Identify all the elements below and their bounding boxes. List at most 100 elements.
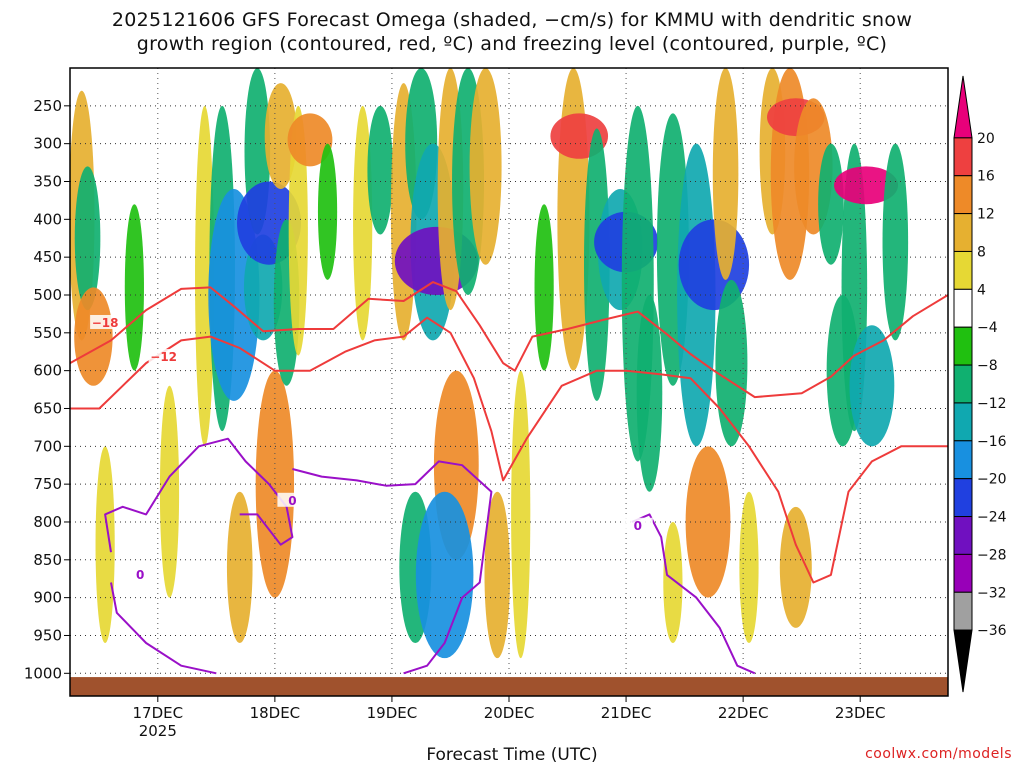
omega-cell-46: [715, 279, 748, 447]
colorbar-label-8: −16: [977, 434, 1007, 450]
freezing-label-2: 0: [634, 519, 642, 533]
dgz-label-1: −12: [150, 350, 177, 364]
dgz-contour-1: [70, 316, 948, 584]
colorbar-segment-8: [953, 402, 973, 442]
x-axis-label: Forecast Time (UTC): [426, 745, 598, 765]
colorbar-segment-6: [953, 326, 973, 366]
freezing-contour-0: [104, 437, 294, 553]
omega-cell-19: [353, 105, 373, 341]
credit-link[interactable]: coolwx.com/models: [865, 746, 1012, 762]
x-tick-label-18DEC: 18DEC: [250, 704, 301, 722]
omega-cell-32: [511, 370, 531, 659]
omega-cell-9: [226, 491, 253, 644]
freezing-contour-3: [110, 582, 217, 675]
x-tick-label-20DEC: 20DEC: [484, 704, 535, 722]
y-tick-label-400: 400: [33, 210, 62, 228]
omega-cell-58: [779, 506, 812, 628]
colorbar-segment-14: [953, 629, 973, 693]
colorbar-label-1: 16: [977, 169, 995, 185]
contour-lines: [70, 281, 948, 675]
colorbar-label-13: −36: [977, 623, 1007, 639]
chart-title-line-1: 2025121606 GFS Forecast Omega (shaded, −…: [111, 9, 913, 31]
omega-cell-3: [95, 446, 115, 644]
x-tick-label-21DEC: 21DEC: [601, 704, 652, 722]
freezing-label-bg-2: [622, 517, 653, 532]
freezing-label-0: 0: [136, 568, 144, 582]
omega-cell-2: [74, 287, 113, 386]
dgz-label-0: −18: [92, 316, 119, 330]
y-tick-label-850: 850: [33, 551, 62, 569]
dgz-label-bg-0: [90, 314, 121, 329]
y-tick-label-750: 750: [33, 475, 62, 493]
colorbar-segment-5: [953, 288, 973, 328]
omega-cell-1: [74, 166, 101, 311]
colorbar-label-6: −8: [977, 358, 998, 374]
y-tick-label-350: 350: [33, 172, 62, 190]
y-tick-label-950: 950: [33, 626, 62, 644]
colorbar-label-0: 20: [977, 131, 995, 147]
freezing-contour-1: [292, 460, 493, 675]
colorbar-label-3: 8: [977, 244, 986, 260]
y-tick-label-250: 250: [33, 97, 62, 115]
y-tick-label-900: 900: [33, 589, 62, 607]
x-year-label: 2025: [139, 722, 177, 740]
colorbar-segment-4: [953, 250, 973, 290]
omega-cell-45: [712, 68, 739, 280]
y-tick-label-550: 550: [33, 324, 62, 342]
omega-cell-44: [685, 446, 731, 598]
colorbar-segment-0: [953, 75, 973, 139]
colorbar-segment-10: [953, 478, 973, 518]
omega-cell-40: [636, 294, 663, 492]
omega-cell-57: [739, 491, 759, 644]
omega-cell-4: [124, 204, 144, 371]
y-tick-label-800: 800: [33, 513, 62, 531]
colorbar-segment-3: [953, 213, 973, 252]
y-tick-label-500: 500: [33, 286, 62, 304]
omega-cell-20: [367, 105, 394, 235]
colorbar-segment-13: [953, 591, 973, 631]
omega-cell-30: [469, 68, 502, 265]
colorbar-segment-9: [953, 440, 973, 480]
omega-cell-13: [255, 370, 295, 598]
colorbar-segment-2: [953, 175, 973, 215]
colorbar-label-7: −12: [977, 396, 1007, 412]
y-tick-label-300: 300: [33, 135, 62, 153]
colorbar-label-9: −20: [977, 472, 1007, 488]
omega-cell-54: [834, 166, 899, 205]
y-tick-label-450: 450: [33, 248, 62, 266]
colorbar-label-10: −24: [977, 510, 1007, 526]
omega-cell-59: [663, 521, 683, 644]
freezing-label-1: 0: [288, 494, 296, 508]
time-axis: 17DEC 18DEC 19DEC 20DEC 21DEC 22DEC 23DEC 2025: [133, 696, 886, 740]
colorbar-label-2: 12: [977, 207, 995, 223]
y-tick-label-1000: 1000: [24, 664, 62, 682]
pressure-axis: 250 300 350 400 450 500 550 600 650 700 750 800 850 9…: [24, 97, 70, 682]
omega-shading: [70, 68, 909, 659]
x-tick-label-17DEC: 17DEC: [133, 704, 184, 722]
chart-title: 2025121606 GFS Forecast Omega (shaded, −…: [0, 8, 1024, 56]
colorbar-segment-7: [953, 364, 973, 404]
contour-labels: −18 −12 0 0 0: [90, 314, 653, 582]
chart-title-line-2: growth region (contoured, red, ºC) and f…: [136, 33, 888, 55]
y-tick-label-650: 650: [33, 399, 62, 417]
x-tick-label-22DEC: 22DEC: [718, 704, 769, 722]
omega-cell-18: [317, 143, 338, 280]
omega-cell-16: [288, 105, 308, 356]
omega-cell-17: [287, 113, 333, 167]
omega-cell-29: [415, 491, 474, 659]
omega-cell-51: [818, 143, 844, 265]
colorbar-label-12: −32: [977, 585, 1007, 601]
colorbar-label-11: −28: [977, 547, 1007, 563]
colorbar-segment-1: [953, 137, 973, 177]
omega-cell-14: [264, 83, 297, 190]
colorbar: 20 16 12 8 4 −4 −8 −12 −16 −20 −24 −28 −32 −36: [953, 75, 1007, 693]
ground-layer: [70, 677, 948, 696]
omega-cell-6: [195, 105, 215, 447]
omega-cell-5: [159, 385, 180, 598]
omega-cell-31: [484, 491, 511, 659]
x-tick-label-19DEC: 19DEC: [367, 704, 418, 722]
freezing-label-bg-0: [125, 566, 156, 581]
x-tick-label-23DEC: 23DEC: [835, 704, 886, 722]
dgz-contour-0: [70, 281, 948, 399]
